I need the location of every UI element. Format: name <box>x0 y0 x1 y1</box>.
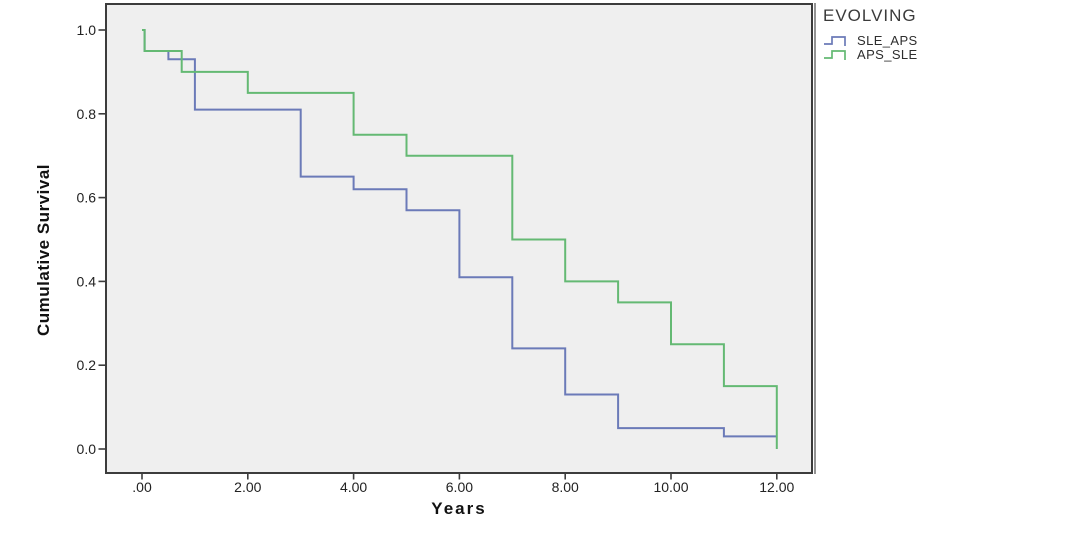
x-tick-label: .00 <box>132 479 152 495</box>
x-tick-label: 4.00 <box>340 479 367 495</box>
y-tick-label: 1.0 <box>77 22 97 38</box>
x-tick-label: 10.00 <box>653 479 688 495</box>
y-axis-title: Cumulative Survival <box>34 163 53 337</box>
x-tick-label: 12.00 <box>759 479 794 495</box>
y-tick-label: 0.0 <box>77 441 97 457</box>
x-tick-label: 2.00 <box>234 479 261 495</box>
step-line-icon <box>824 36 846 46</box>
y-tick-label: 0.2 <box>77 357 97 373</box>
legend-label-aps-sle: APS_SLE <box>857 47 918 62</box>
legend-item-sle-aps: SLE_APS <box>823 34 918 48</box>
series-path-SLE_APS <box>142 29 777 438</box>
legend-title: EVOLVING <box>823 6 917 25</box>
legend-label-sle-aps: SLE_APS <box>857 33 918 48</box>
y-tick-label: 0.8 <box>77 106 97 122</box>
series-path-APS_SLE <box>142 29 778 449</box>
y-tick-label: 0.4 <box>77 273 97 289</box>
x-tick-label: 8.00 <box>552 479 579 495</box>
x-tick-label: 6.00 <box>446 479 473 495</box>
x-axis-title: Years <box>431 499 487 518</box>
y-tick-label: 0.6 <box>77 190 97 206</box>
step-line-icon <box>824 50 846 60</box>
legend: EVOLVING SLE_APS APS_SLE <box>823 6 918 62</box>
legend-item-aps-sle: APS_SLE <box>823 48 918 62</box>
